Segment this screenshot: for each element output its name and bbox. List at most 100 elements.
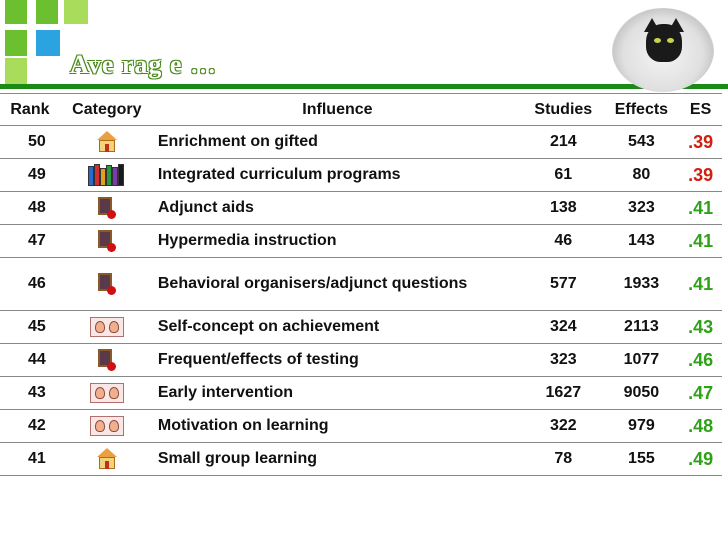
es-cell: .39	[679, 125, 722, 159]
effects-cell: 323	[603, 191, 680, 225]
effects-cell: 979	[603, 409, 680, 443]
category-cell	[59, 191, 154, 225]
rank-cell: 41	[0, 442, 60, 476]
header-rule	[0, 84, 728, 89]
column-header-es: ES	[679, 93, 722, 126]
category-cell	[59, 158, 154, 192]
studies-cell: 322	[522, 409, 604, 443]
cat-photo	[612, 8, 714, 92]
books-icon	[87, 164, 126, 186]
decor-square	[5, 58, 27, 84]
influence-cell: Small group learning	[153, 442, 523, 476]
column-header-effects: Effects	[603, 93, 680, 126]
es-cell: .46	[679, 343, 722, 377]
rank-cell: 47	[0, 224, 60, 258]
cat-eye	[667, 38, 674, 43]
table-row: 42 Motivation on learning 322 979.48	[0, 409, 722, 443]
studies-cell: 323	[522, 343, 604, 377]
cat-head	[646, 24, 682, 62]
studies-cell: 78	[522, 442, 604, 476]
studies-cell: 1627	[522, 376, 604, 410]
school-icon	[96, 448, 118, 470]
category-cell	[59, 409, 154, 443]
rank-cell: 50	[0, 125, 60, 159]
students-icon	[89, 383, 124, 403]
studies-cell: 324	[522, 310, 604, 344]
influence-cell: Frequent/effects of testing	[153, 343, 523, 377]
category-cell	[59, 343, 154, 377]
decor-square	[5, 0, 27, 24]
chalkboard-apple-icon	[96, 230, 118, 252]
influence-cell: Behavioral organisers/adjunct questions	[153, 257, 523, 311]
effects-cell: 2113	[603, 310, 680, 344]
decor-square	[36, 30, 60, 56]
rank-cell: 43	[0, 376, 60, 410]
effects-cell: 9050	[603, 376, 680, 410]
es-cell: .41	[679, 191, 722, 225]
effects-cell: 155	[603, 442, 680, 476]
rank-cell: 45	[0, 310, 60, 344]
column-header-rank: Rank	[0, 93, 60, 126]
influence-cell: Enrichment on gifted	[153, 125, 523, 159]
slide-title: Ave rag e …	[70, 50, 217, 79]
es-cell: .41	[679, 224, 722, 258]
column-header-category: Category	[59, 93, 154, 126]
school-icon	[96, 131, 118, 153]
decor-square	[64, 0, 88, 24]
influence-cell: Adjunct aids	[153, 191, 523, 225]
effects-cell: 143	[603, 224, 680, 258]
rank-cell: 48	[0, 191, 60, 225]
rank-cell: 49	[0, 158, 60, 192]
cat-eye	[654, 38, 661, 43]
effects-cell: 1933	[603, 257, 680, 311]
table-row: 45 Self-concept on achievement 324 2113.43	[0, 310, 722, 344]
column-header-studies: Studies	[522, 93, 604, 126]
studies-cell: 577	[522, 257, 604, 311]
students-icon	[89, 317, 124, 337]
chalkboard-apple-icon	[96, 273, 118, 295]
es-cell: .41	[679, 257, 722, 311]
table-row: 50 Enrichment on gifted 214 543.39	[0, 125, 722, 159]
effects-cell: 1077	[603, 343, 680, 377]
table-row: 48 Adjunct aids 138 323.41	[0, 191, 722, 225]
studies-cell: 61	[522, 158, 604, 192]
rank-cell: 46	[0, 257, 60, 311]
es-cell: .43	[679, 310, 722, 344]
category-cell	[59, 442, 154, 476]
category-cell	[59, 257, 154, 311]
category-cell	[59, 310, 154, 344]
chalkboard-apple-icon	[96, 349, 118, 371]
category-cell	[59, 125, 154, 159]
rank-cell: 42	[0, 409, 60, 443]
table-row: 47 Hypermedia instruction 46 143.41	[0, 224, 722, 258]
effects-cell: 80	[603, 158, 680, 192]
es-cell: .48	[679, 409, 722, 443]
studies-cell: 138	[522, 191, 604, 225]
influence-cell: Motivation on learning	[153, 409, 523, 443]
students-icon	[89, 416, 124, 436]
column-header-influence: Influence	[153, 93, 523, 126]
es-cell: .49	[679, 442, 722, 476]
category-cell	[59, 376, 154, 410]
category-cell	[59, 224, 154, 258]
influence-cell: Hypermedia instruction	[153, 224, 523, 258]
influence-table: Rank Category Influence Studies Effects …	[0, 93, 722, 476]
studies-cell: 46	[522, 224, 604, 258]
chalkboard-apple-icon	[96, 197, 118, 219]
effects-cell: 543	[603, 125, 680, 159]
influence-cell: Early intervention	[153, 376, 523, 410]
table-row: 46 Behavioral organisers/adjunct question…	[0, 257, 722, 311]
influence-cell: Self-concept on achievement	[153, 310, 523, 344]
table-row: 44 Frequent/effects of testing 323 1077.46	[0, 343, 722, 377]
table-row: 49 Integrated curriculum programs 61 80.39	[0, 158, 722, 192]
rank-cell: 44	[0, 343, 60, 377]
table-row: 43 Early intervention 1627 9050.47	[0, 376, 722, 410]
studies-cell: 214	[522, 125, 604, 159]
table-header-row: Rank Category Influence Studies Effects …	[0, 93, 722, 126]
table-row: 41 Small group learning 78 155.49	[0, 442, 722, 476]
decor-square	[36, 0, 58, 24]
decor-square	[5, 30, 27, 56]
influence-cell: Integrated curriculum programs	[153, 158, 523, 192]
es-cell: .39	[679, 158, 722, 192]
es-cell: .47	[679, 376, 722, 410]
